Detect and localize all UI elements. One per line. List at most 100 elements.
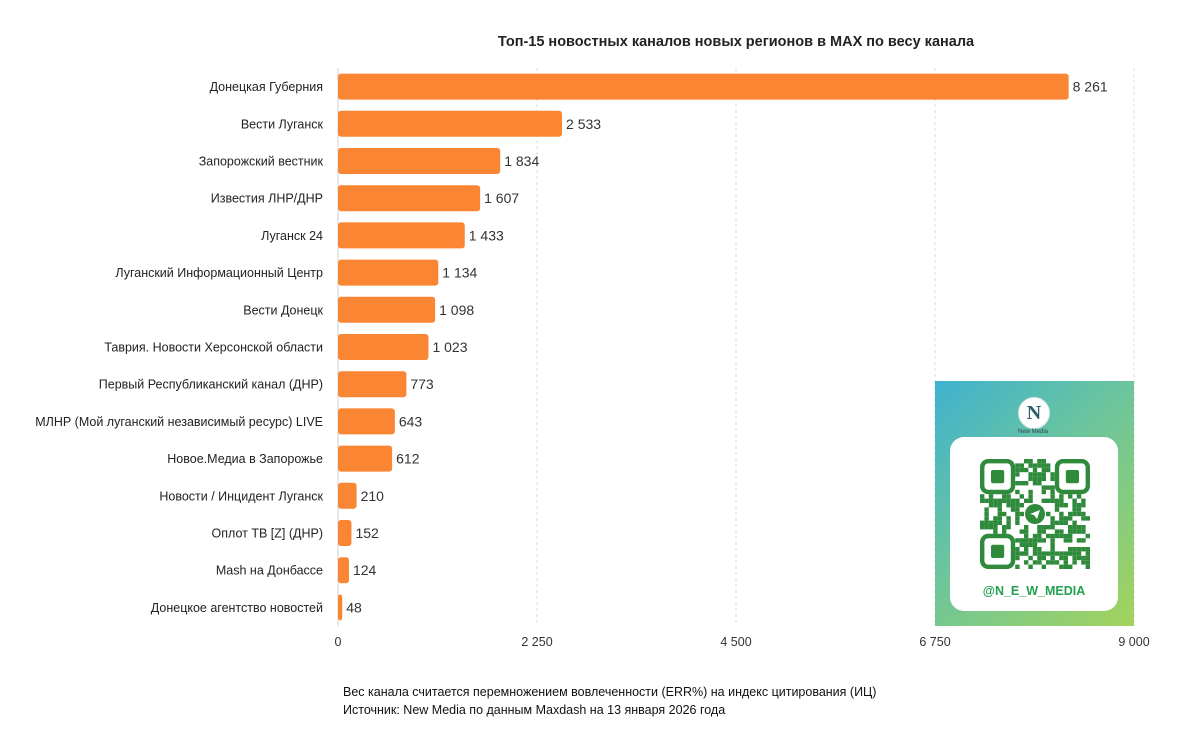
bar[interactable] <box>338 408 395 435</box>
channel-handle[interactable]: @N_E_W_MEDIA <box>982 584 1086 598</box>
bar[interactable] <box>338 371 407 398</box>
qr-module <box>1010 503 1016 508</box>
qr-module <box>1063 551 1068 556</box>
qr-module <box>1024 542 1029 547</box>
qr-module <box>1054 503 1060 508</box>
category-label: Таврия. Новости Херсонской области <box>104 341 323 355</box>
qr-module <box>1068 516 1073 521</box>
qr-module <box>1059 516 1064 521</box>
category-label: Луганск 24 <box>261 229 323 243</box>
qr-module <box>1076 503 1082 508</box>
qr-module <box>1063 503 1068 508</box>
qr-module <box>1028 538 1033 543</box>
qr-module <box>1019 511 1024 517</box>
qr-module <box>1002 511 1007 517</box>
x-tick-label: 0 <box>335 635 342 649</box>
bar[interactable] <box>338 334 429 360</box>
qr-module <box>1041 459 1046 464</box>
qr-module <box>1024 533 1029 539</box>
category-label: Mash на Донбассе <box>216 564 323 578</box>
qr-module <box>1046 533 1051 539</box>
qr-module <box>1006 525 1011 530</box>
qr-module <box>1015 481 1020 486</box>
qr-module <box>1063 538 1068 543</box>
qr-module <box>1041 525 1046 530</box>
value-label: 152 <box>355 525 379 541</box>
bars <box>338 73 1069 621</box>
qr-module <box>1028 564 1033 569</box>
qr-module <box>988 520 994 525</box>
qr-module <box>1010 507 1016 512</box>
qr-module <box>1081 555 1086 561</box>
qr-module <box>1037 481 1042 486</box>
qr-finder <box>980 533 1016 569</box>
qr-module <box>1041 485 1046 490</box>
qr-module <box>1068 525 1073 530</box>
value-labels: 8 261 2 533 1 834 1 607 1 433 1 134 1 098 1 023… <box>346 79 1108 616</box>
bar[interactable] <box>338 445 393 472</box>
qr-module <box>1010 498 1016 503</box>
bar[interactable] <box>338 296 436 323</box>
bar[interactable] <box>338 259 439 286</box>
bar[interactable] <box>338 110 563 137</box>
qr-module <box>1041 529 1046 534</box>
qr-module <box>1015 467 1020 473</box>
qr-module <box>1041 538 1046 543</box>
qr-module <box>1028 542 1033 547</box>
qr-module <box>1028 463 1033 468</box>
qr-module <box>1019 481 1024 486</box>
qr-module <box>1002 498 1007 503</box>
qr-module <box>1006 520 1011 525</box>
qr-module <box>1050 489 1055 495</box>
qr-module <box>1068 564 1073 569</box>
qr-module <box>1019 529 1024 534</box>
bar[interactable] <box>338 557 349 584</box>
qr-code-panel[interactable] <box>950 437 1118 611</box>
qr-module <box>1059 520 1064 525</box>
qr-module <box>1032 481 1038 486</box>
qr-module <box>1041 551 1046 556</box>
qr-module <box>1028 494 1033 499</box>
qr-module <box>1085 516 1090 521</box>
qr-module <box>993 529 998 534</box>
qr-module <box>1019 538 1024 543</box>
qr-module <box>1015 516 1020 521</box>
qr-module <box>1006 494 1011 499</box>
qr-module <box>1028 459 1033 464</box>
qr-module <box>1015 555 1020 561</box>
value-label: 124 <box>353 562 377 578</box>
footnote-source: Источник: New Media по данным Maxdash на… <box>343 703 726 717</box>
qr-module <box>1019 494 1024 499</box>
qr-module <box>1041 472 1046 477</box>
bar[interactable] <box>338 482 357 509</box>
category-label: Донецкая Губерния <box>210 80 323 94</box>
qr-module <box>1076 551 1082 556</box>
qr-module <box>1015 520 1020 525</box>
qr-module <box>1050 533 1055 539</box>
qr-finder <box>980 459 1016 495</box>
qr-module <box>1002 529 1007 534</box>
bar[interactable] <box>338 185 481 212</box>
qr-module <box>1072 511 1077 517</box>
bar[interactable] <box>338 148 501 174</box>
qr-module <box>1054 560 1060 565</box>
qr-module <box>1046 525 1051 530</box>
qr-module <box>984 516 989 521</box>
qr-module <box>1024 560 1029 565</box>
bar[interactable] <box>338 222 465 249</box>
qr-module <box>1028 476 1033 481</box>
qr-module <box>1081 498 1086 503</box>
qr-module <box>1015 564 1020 569</box>
bar[interactable] <box>338 520 352 546</box>
bar[interactable] <box>338 73 1069 100</box>
qr-module <box>1032 472 1038 477</box>
qr-module <box>1050 551 1055 556</box>
qr-module <box>1037 529 1042 534</box>
qr-module <box>1006 503 1011 508</box>
value-label: 48 <box>346 599 362 615</box>
bar[interactable] <box>338 594 343 621</box>
qr-module <box>1076 507 1082 512</box>
qr-module <box>1054 520 1060 525</box>
qr-finder-core <box>1065 470 1079 484</box>
